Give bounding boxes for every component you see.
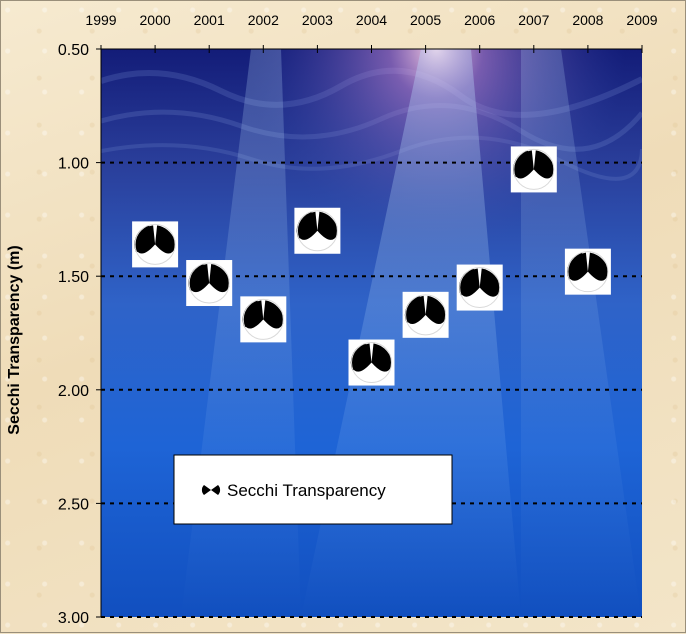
legend: Secchi Transparency <box>173 454 453 525</box>
secchi-disk-point <box>348 339 395 386</box>
x-tick-label: 2005 <box>410 12 441 28</box>
x-tick-label: 2009 <box>626 12 657 28</box>
secchi-disk-point <box>294 207 341 254</box>
data-points <box>132 146 611 386</box>
secchi-disk-point <box>132 221 179 268</box>
x-axis: 1999 2000 2001 2002 2003 2004 2005 2006 2007 2008… <box>85 12 658 53</box>
y-tick-label: 1.50 <box>58 269 89 286</box>
plot-background <box>101 49 642 617</box>
secchi-disk-point <box>402 291 449 338</box>
legend-marker-icon <box>201 485 221 495</box>
x-tick-label: 2002 <box>248 12 279 28</box>
secchi-disk-point <box>240 296 287 343</box>
y-tick-label: 1.00 <box>58 156 89 173</box>
y-tick-label: 0.50 <box>58 42 89 59</box>
y-tick-label: 3.00 <box>58 610 89 627</box>
x-tick-label: 2001 <box>194 12 225 28</box>
legend-box <box>173 454 453 525</box>
legend-label: Secchi Transparency <box>227 481 386 500</box>
secchi-disk-point <box>456 264 503 311</box>
x-tick-label: 2007 <box>518 12 549 28</box>
y-axis: 0.50 1.00 1.50 2.00 2.50 3.00 <box>58 42 102 627</box>
y-axis-label: Secchi Transparency (m) <box>6 245 23 434</box>
x-tick-label: 2000 <box>140 12 171 28</box>
x-tick-label: 2006 <box>464 12 495 28</box>
x-tick-label: 2003 <box>302 12 333 28</box>
y-tick-label: 2.00 <box>58 383 89 400</box>
secchi-disk-point <box>564 248 611 295</box>
secchi-disk-point <box>510 146 557 193</box>
x-tick-label: 2008 <box>572 12 603 28</box>
secchi-disk-point <box>186 260 233 307</box>
x-tick-label: 2004 <box>356 12 387 28</box>
y-tick-label: 2.50 <box>58 496 89 513</box>
x-tick-label: 1999 <box>85 12 116 28</box>
